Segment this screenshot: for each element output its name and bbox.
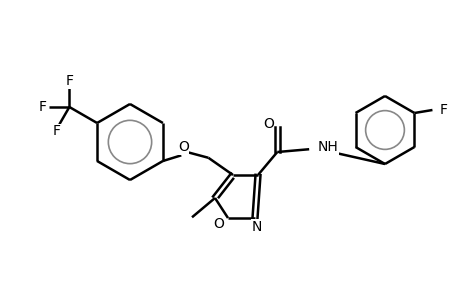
Text: O: O	[178, 140, 188, 154]
Text: NH: NH	[316, 140, 337, 154]
Text: N: N	[251, 220, 262, 234]
Text: O: O	[262, 117, 273, 131]
Text: F: F	[52, 124, 60, 138]
Text: F: F	[438, 103, 447, 117]
Text: F: F	[38, 100, 46, 114]
Text: F: F	[65, 74, 73, 88]
Text: O: O	[213, 217, 224, 231]
